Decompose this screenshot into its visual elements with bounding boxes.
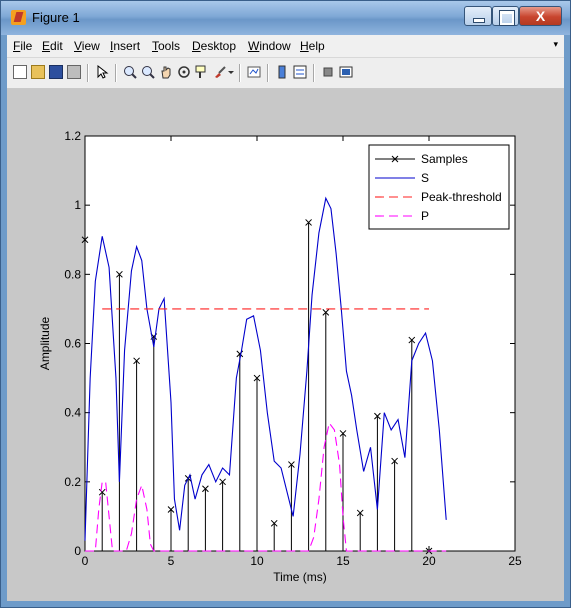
- x-tick-label: 25: [508, 554, 522, 568]
- stem-marker: [322, 309, 330, 316]
- y-tick-label: 0.6: [64, 337, 81, 351]
- select-arrow-icon[interactable]: [95, 64, 109, 79]
- stem-marker: [133, 357, 140, 365]
- maximize-button[interactable]: [492, 6, 519, 26]
- rotate-icon[interactable]: [177, 65, 191, 79]
- print-icon[interactable]: [67, 65, 81, 79]
- stem-marker: [408, 336, 416, 344]
- stem-marker: [98, 488, 106, 496]
- stem-marker: [339, 430, 347, 437]
- y-tick-label: 0.2: [64, 475, 81, 489]
- open-file-icon[interactable]: [31, 65, 45, 79]
- link-plot-icon[interactable]: [247, 65, 261, 79]
- y-axis-label: Amplitude: [38, 317, 52, 371]
- pan-icon[interactable]: [159, 65, 173, 79]
- legend-label: Samples: [421, 152, 468, 166]
- plot-svg[interactable]: 0 5 10 15 20 25 0 0.2 0.4 0.6 0.8 1 1.2 Time (ms) Am…: [7, 89, 564, 601]
- menu-help[interactable]: Help: [300, 39, 325, 53]
- menu-view[interactable]: View: [74, 39, 100, 53]
- legend-icon[interactable]: [293, 65, 307, 79]
- x-tick-label: 15: [336, 554, 350, 568]
- hide-plot-tools-icon[interactable]: [321, 65, 335, 79]
- stem-marker: [305, 219, 312, 226]
- y-tick-label: 1.2: [64, 129, 81, 143]
- new-figure-icon[interactable]: [13, 65, 27, 79]
- stem-marker: [202, 485, 209, 493]
- menu-bar: File Edit View Insert Tools Desktop Wind…: [7, 35, 564, 58]
- y-tick-label: 0.4: [64, 406, 81, 420]
- series-s: [84, 196, 447, 541]
- legend-label: Peak-threshold: [421, 190, 502, 204]
- show-plot-tools-icon[interactable]: [339, 65, 353, 79]
- menu-insert[interactable]: Insert: [110, 39, 141, 53]
- stem-marker: [374, 412, 381, 420]
- series-line: [84, 196, 447, 541]
- zoom-in-icon[interactable]: [123, 65, 137, 79]
- stem-marker: [116, 270, 123, 278]
- close-button[interactable]: X: [519, 6, 562, 26]
- stem-marker: [356, 509, 364, 517]
- stem-marker: [253, 374, 261, 382]
- close-icon: X: [535, 8, 546, 24]
- colorbar-icon[interactable]: [275, 65, 289, 79]
- x-tick-label: 10: [250, 554, 264, 568]
- stem-marker: [81, 236, 89, 244]
- legend-label: P: [421, 209, 429, 223]
- brush-icon[interactable]: [213, 65, 227, 79]
- menu-window[interactable]: Window: [248, 39, 291, 53]
- x-tick-label: 20: [422, 554, 436, 568]
- figure-canvas[interactable]: 0 5 10 15 20 25 0 0.2 0.4 0.6 0.8 1 1.2 Time (ms) Am…: [7, 89, 564, 601]
- zoom-out-icon[interactable]: [141, 65, 155, 79]
- legend-marker: [391, 155, 399, 163]
- stem-marker: [288, 461, 295, 468]
- matlab-logo-icon: [11, 10, 26, 25]
- stem-marker: [167, 506, 175, 513]
- menu-edit[interactable]: Edit: [42, 39, 63, 53]
- menu-tools[interactable]: Tools: [152, 39, 181, 53]
- series-samples: [81, 219, 433, 555]
- x-axis-label: Time (ms): [273, 570, 327, 584]
- minimize-button[interactable]: [464, 6, 492, 26]
- save-icon[interactable]: [49, 65, 63, 79]
- data-cursor-icon[interactable]: [195, 65, 209, 79]
- menu-desktop[interactable]: Desktop: [192, 39, 237, 53]
- stem-marker: [219, 478, 226, 486]
- x-tick-label: 5: [168, 554, 175, 568]
- window-title: Figure 1: [32, 10, 80, 25]
- figure-toolbar: [7, 58, 564, 89]
- stem-marker: [391, 457, 398, 465]
- legend-label: S: [421, 171, 429, 185]
- title-bar[interactable]: Figure 1 X: [1, 1, 570, 35]
- legend[interactable]: Samples S Peak-threshold P: [368, 144, 510, 230]
- y-tick-label: 1: [74, 198, 81, 212]
- menu-overflow-icon[interactable]: ▾: [553, 39, 558, 49]
- stem-marker: [270, 519, 278, 527]
- y-tick-label: 0.8: [64, 267, 81, 281]
- menu-file[interactable]: File: [13, 39, 33, 53]
- x-tick-label: 0: [82, 554, 89, 568]
- y-tick-label: 0: [74, 544, 81, 558]
- brush-dropdown-icon[interactable]: [227, 65, 235, 79]
